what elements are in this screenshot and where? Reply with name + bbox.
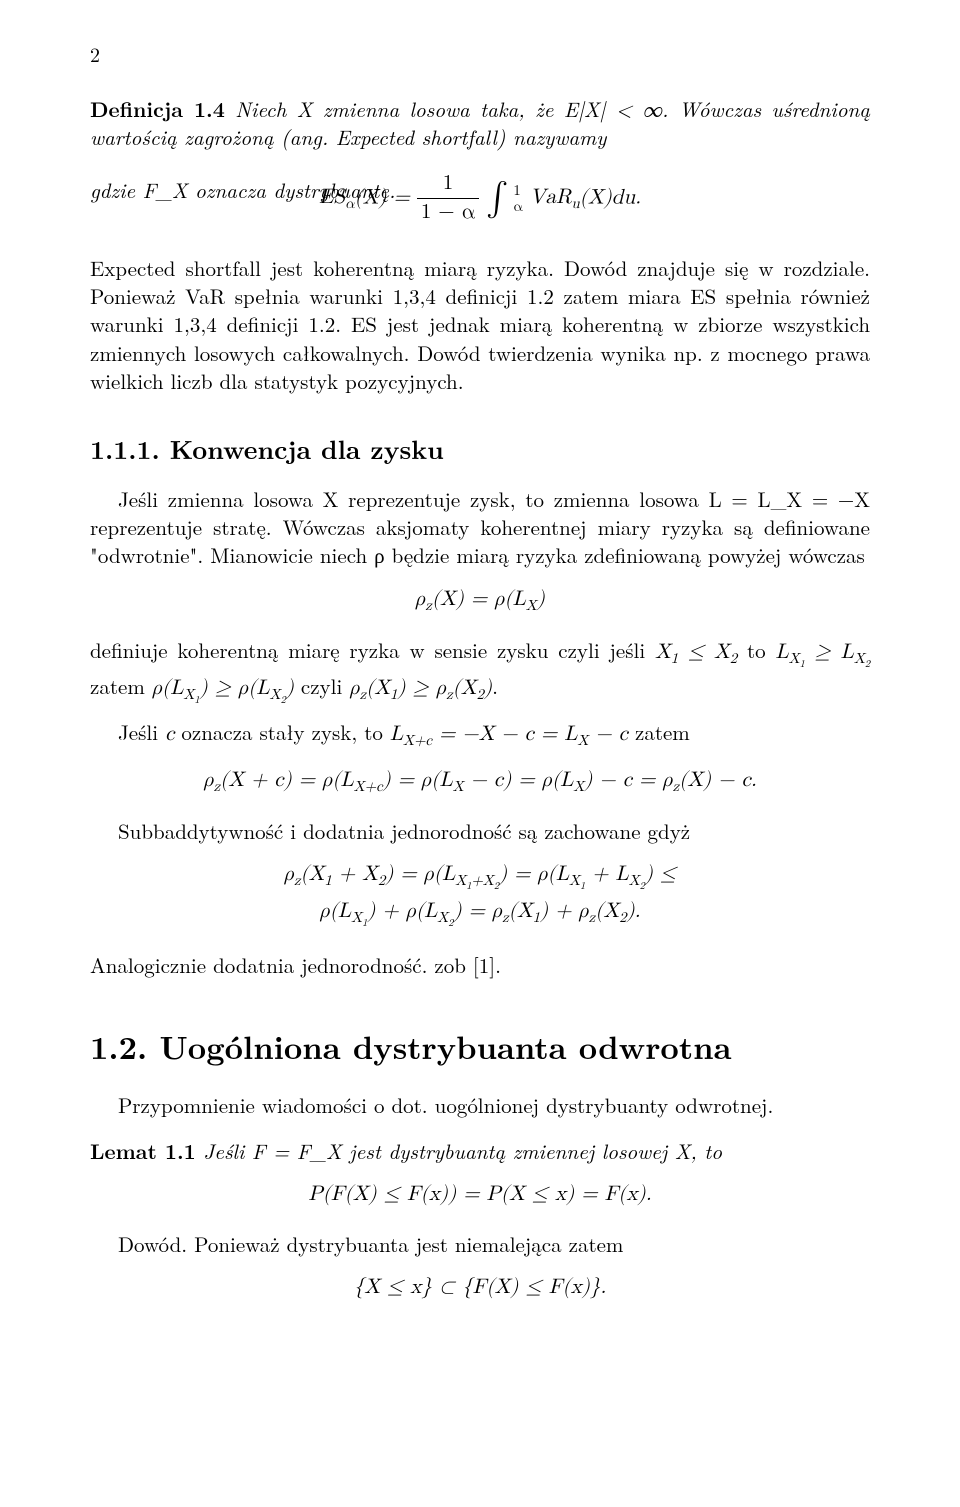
integral-sign: ∫: [486, 181, 508, 215]
sec111-title: Konwencja dla zysku: [160, 430, 444, 467]
section-1-2: 1.2. Uogólniona dystrybuanta odwrotna: [90, 1025, 870, 1068]
rho-zx-formula: ρz(X) = ρ(LX): [90, 586, 870, 616]
subsection-1-1-1: 1.1.1. Konwencja dla zysku: [90, 431, 870, 466]
sec12-title: Uogólniona dystrybuanta odwrotna: [147, 1024, 731, 1069]
para-subadd: Subbaddytywność i dodatnia jednorodność …: [90, 817, 870, 845]
para-definiuje: definiuje koherentną miarę ryzka w sensi…: [90, 636, 870, 708]
rho-sum2-formula: ρ(LX1) + ρ(LX2) = ρz(X1) + ρz(X2).: [90, 898, 870, 931]
lemat-text: Jeśli F = F_X jest dystrybuantą zmiennej…: [196, 1136, 722, 1166]
def-label: Definicja 1.4: [90, 94, 225, 124]
es-integrand: VaRu(X)du.: [530, 187, 641, 208]
sec111-num: 1.1.1.: [90, 430, 160, 467]
integral-bounds: 1 α: [513, 183, 522, 215]
para-konwencja: Jeśli zmienna losowa X reprezentuje zysk…: [90, 485, 870, 570]
lemat-1-1: Lemat 1.1 Jeśli F = F_X jest dystrybuant…: [90, 1137, 870, 1165]
rho-c-formula: ρz(X + c) = ρ(LX+c) = ρ(LX − c) = ρ(LX) …: [90, 767, 870, 797]
para-es: Expected shortfall jest koherentną miarą…: [90, 254, 870, 396]
rho-sum1-formula: ρz(X1 + X2) = ρ(LX1+X2) = ρ(LX1 + LX2) ≤: [90, 861, 870, 894]
es-prefix: ESα(X) =: [319, 187, 417, 208]
page-number: 2: [90, 40, 870, 67]
lemat-label: Lemat 1.1: [90, 1136, 196, 1166]
document-page: 2 Definicja 1.4 Niech X zmienna losowa t…: [0, 0, 960, 1507]
proof-formula: {X ≤ x} ⊂ {F(X) ≤ F(x)}.: [90, 1274, 870, 1302]
para-c: Jeśli c oznacza stały zysk, to LX+c = −X…: [90, 718, 870, 751]
para-przyp: Przypomnienie wiadomości o dot. uogólnio…: [90, 1091, 870, 1119]
definition-1-4: Definicja 1.4 Niech X zmienna losowa tak…: [90, 95, 870, 152]
es-fraction: 1 1 − α: [417, 170, 479, 228]
sec12-num: 1.2.: [90, 1024, 147, 1069]
proof-line: Dowód. Ponieważ dystrybuanta jest niemal…: [90, 1230, 870, 1258]
para-analog: Analogicznie dodatnia jednorodność. zob …: [90, 951, 870, 979]
lemat-formula: P(F(X) ≤ F(x)) = P(X ≤ x) = F(x).: [90, 1181, 870, 1209]
